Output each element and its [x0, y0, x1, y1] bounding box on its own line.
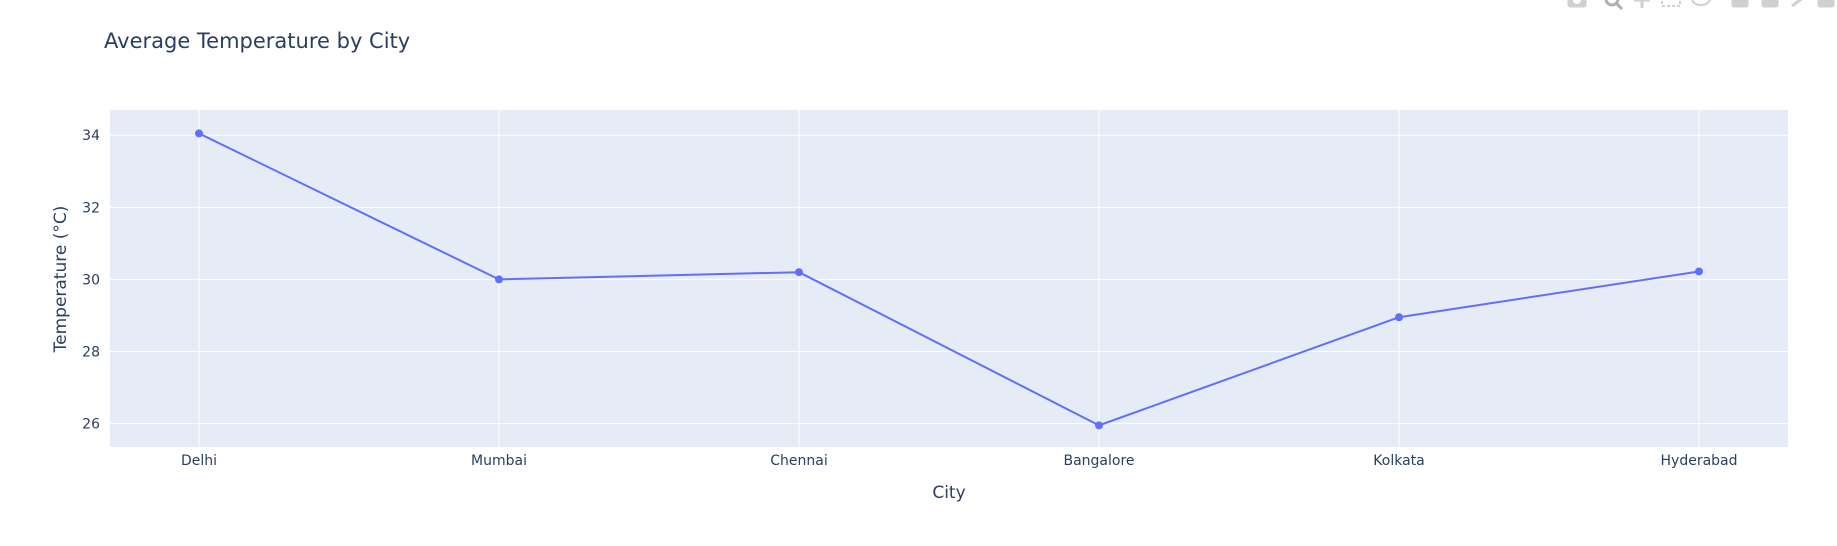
x-axis-title: City [932, 483, 965, 503]
data-point[interactable] [1095, 421, 1103, 430]
y-tick-label: 32 [82, 200, 100, 216]
series-line [198, 132, 1700, 427]
zoom-icon[interactable] [1604, 0, 1624, 11]
y-axis-title: Temperature (°C) [51, 206, 71, 354]
data-point[interactable] [795, 268, 803, 277]
data-point[interactable] [495, 275, 503, 284]
data-point[interactable] [1695, 267, 1703, 276]
y-tick-label: 30 [82, 272, 100, 288]
grid-lines [110, 110, 1788, 447]
x-tick-label: Hyderabad [1661, 453, 1738, 469]
modebar[interactable] [1567, 0, 1835, 11]
y-axis-ticks: 26 28 30 32 34 [82, 128, 100, 432]
x-tick-label: Mumbai [471, 453, 527, 469]
lasso-icon[interactable] [1691, 0, 1711, 6]
reset-axes-icon[interactable] [1817, 0, 1835, 8]
x-tick-label: Chennai [770, 453, 827, 469]
y-tick-label: 26 [82, 417, 100, 433]
autoscale-icon[interactable] [1791, 0, 1808, 8]
pan-icon[interactable] [1634, 0, 1650, 8]
x-tick-label: Bangalore [1063, 453, 1134, 469]
chart-title: Average Temperature by City [104, 29, 410, 53]
data-point[interactable] [1395, 313, 1403, 322]
data-point[interactable] [195, 129, 203, 138]
y-tick-label: 28 [82, 344, 100, 360]
series-layer [195, 129, 1703, 430]
zoom-in-icon[interactable] [1731, 0, 1749, 8]
x-tick-label: Delhi [181, 453, 217, 469]
plot-area[interactable] [110, 110, 1788, 447]
x-axis-ticks: Delhi Mumbai Chennai Bangalore Kolkata Hydera… [181, 453, 1738, 469]
camera-icon[interactable] [1567, 0, 1587, 8]
y-tick-label: 34 [82, 128, 100, 144]
x-tick-label: Kolkata [1373, 453, 1424, 469]
zoom-out-icon[interactable] [1761, 0, 1779, 8]
